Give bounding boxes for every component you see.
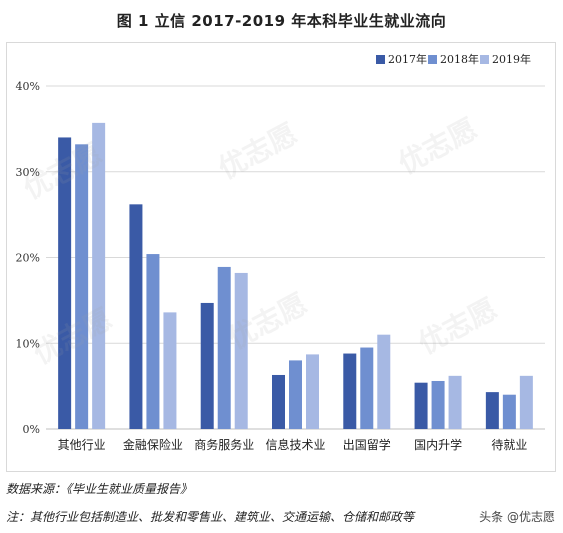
- bar-2017年-待就业: [485, 392, 499, 429]
- legend-label: 2018年: [440, 52, 479, 66]
- legend-label: 2017年: [388, 52, 427, 66]
- bar-2019年-出国留学: [377, 334, 391, 429]
- y-tick-label: 0%: [23, 423, 40, 436]
- x-tick-label: 待就业: [491, 438, 527, 452]
- bar-2017年-信息技术业: [272, 374, 285, 429]
- bar-2017年-金融保险业: [129, 204, 143, 429]
- bar-2017年-商务服务业: [200, 302, 214, 429]
- y-tick-label: 40%: [16, 80, 40, 93]
- bar-2017年-其他行业: [58, 137, 72, 429]
- y-tick-label: 20%: [16, 252, 40, 265]
- bar-2019年-商务服务业: [234, 272, 248, 429]
- bar-2019年-其他行业: [92, 122, 106, 429]
- x-tick-label: 金融保险业: [123, 437, 183, 452]
- chart-title: 图 1 立信 2017-2019 年本科毕业生就业流向: [116, 12, 447, 30]
- y-tick-label: 10%: [16, 337, 40, 350]
- x-tick-label: 出国留学: [343, 437, 391, 452]
- x-tick-label: 商务服务业: [194, 437, 254, 452]
- legend-label: 2019年: [492, 52, 531, 66]
- bar-2019年-金融保险业: [163, 312, 177, 429]
- credit-label: 头条 @优志愿: [479, 510, 555, 524]
- x-tick-label: 其他行业: [58, 438, 106, 452]
- bar-2017年-出国留学: [343, 353, 357, 429]
- bar-2018年-待就业: [502, 394, 516, 429]
- x-tick-label: 信息技术业: [265, 437, 325, 452]
- chart-frame: [6, 42, 556, 472]
- legend-swatch: [376, 55, 385, 64]
- bar-2018年-国内升学: [431, 380, 445, 429]
- footnote: 注：其他行业包括制造业、批发和零售业、建筑业、交通运输、仓储和邮政等: [6, 510, 415, 524]
- x-tick-label: 国内升学: [414, 437, 462, 452]
- source-note: 数据来源：《毕业生就业质量报告》: [6, 482, 193, 496]
- legend-swatch: [428, 55, 437, 64]
- bar-2019年-信息技术业: [306, 354, 319, 429]
- bar-2019年-待就业: [519, 375, 533, 429]
- legend-swatch: [480, 55, 489, 64]
- y-tick-label: 30%: [16, 166, 40, 179]
- bar-2018年-出国留学: [360, 347, 374, 429]
- bar-2018年-商务服务业: [217, 266, 231, 429]
- bar-2018年-其他行业: [75, 144, 89, 429]
- bar-2018年-金融保险业: [146, 254, 160, 429]
- bar-2017年-国内升学: [414, 382, 428, 429]
- bar-2018年-信息技术业: [289, 360, 302, 429]
- bar-2019年-国内升学: [448, 375, 462, 429]
